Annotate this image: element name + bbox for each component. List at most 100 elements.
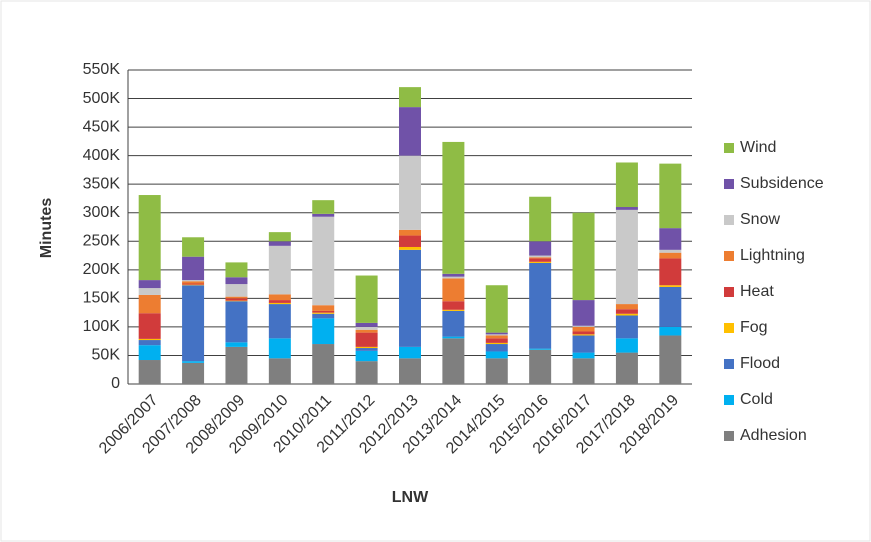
bar-segment	[615, 315, 638, 339]
bar-segment	[615, 162, 638, 208]
bar-segment	[355, 332, 378, 347]
bar-segment	[529, 196, 552, 242]
bar-segment	[659, 228, 682, 250]
bar-segment	[355, 346, 378, 349]
legend-label: Subsidence	[740, 175, 824, 192]
y-tick-label: 200K	[83, 261, 121, 278]
bar-segment	[355, 275, 378, 323]
legend-label: Snow	[740, 211, 780, 228]
legend-label: Adhesion	[740, 427, 807, 444]
bar-segment	[572, 326, 595, 332]
bar-segment	[615, 352, 638, 384]
bar-segment	[485, 342, 508, 345]
legend-swatch	[724, 395, 734, 405]
bar-segment	[312, 313, 335, 319]
bar-segment	[572, 352, 595, 359]
bar-segment	[659, 163, 682, 229]
bar-segment	[355, 329, 378, 333]
bar-segment	[312, 213, 335, 217]
bar-segment	[442, 301, 465, 310]
y-tick-label: 350K	[83, 175, 121, 192]
bar-segment	[442, 309, 465, 311]
y-tick-label: 150K	[83, 290, 121, 307]
bar-segment	[442, 273, 465, 277]
bar-segment	[572, 335, 595, 353]
bar-segment	[615, 338, 638, 353]
bar-segment	[182, 361, 205, 363]
legend-label: Cold	[740, 391, 773, 408]
y-axis-title: Minutes	[38, 198, 55, 259]
bar-segment	[442, 278, 465, 302]
bar-segment	[312, 312, 335, 314]
y-tick-label: 250K	[83, 232, 121, 249]
bar-segment	[615, 304, 638, 310]
bar-segment	[138, 338, 161, 341]
bar-segment	[182, 362, 205, 384]
bar-segment	[442, 276, 465, 279]
bar-segment	[572, 331, 595, 335]
bar-segment	[442, 310, 465, 337]
y-tick-label: 550K	[83, 61, 121, 78]
x-axis-title: LNW	[392, 489, 429, 506]
bar-segment	[182, 283, 205, 285]
bar-segment	[312, 318, 335, 345]
bar-segment	[659, 285, 682, 287]
bar-segment	[572, 325, 595, 327]
bar-segment	[268, 338, 291, 359]
legend-swatch	[724, 359, 734, 369]
bar-segment	[182, 256, 205, 281]
bar-segment	[399, 87, 421, 108]
bar-segment	[225, 284, 248, 297]
bar-segment	[399, 246, 421, 250]
bar-segment	[268, 358, 291, 384]
bar-segment	[138, 360, 161, 384]
bar-segment	[225, 298, 248, 301]
bar-segment	[399, 358, 421, 384]
bar-segment	[225, 300, 248, 302]
y-tick-label: 0	[111, 375, 120, 392]
bar-segment	[399, 346, 421, 359]
bar-segment	[529, 241, 552, 256]
bar-segment	[529, 349, 552, 384]
bar-segment	[225, 301, 248, 343]
bar-segment	[615, 313, 638, 316]
bar-segment	[225, 277, 248, 285]
bar-segment	[442, 336, 465, 339]
bar-segment	[312, 305, 335, 311]
bar-segment	[312, 200, 335, 214]
bar-segment	[138, 280, 161, 289]
y-tick-label: 500K	[83, 90, 121, 107]
legend-swatch	[724, 179, 734, 189]
bar-segment	[355, 348, 378, 351]
bar-segment	[225, 296, 248, 299]
bar-segment	[485, 351, 508, 359]
bar-segment	[355, 350, 378, 362]
bar-segment	[268, 302, 291, 305]
bar-segment	[485, 344, 508, 352]
bar-segment	[182, 285, 205, 362]
bar-segment	[225, 346, 248, 384]
bar-segment	[268, 241, 291, 246]
legend-label: Heat	[740, 283, 774, 300]
bar-segment	[485, 332, 508, 335]
legend-label: Lightning	[740, 247, 805, 264]
bar-segment	[659, 335, 682, 384]
bar-segment	[485, 285, 508, 333]
bar-segment	[399, 229, 421, 236]
bar-segment	[572, 212, 595, 301]
bar-segment	[529, 262, 552, 349]
bar-segment	[485, 358, 508, 384]
legend-swatch	[724, 323, 734, 333]
bar-segment	[615, 209, 638, 305]
bar-segment	[268, 232, 291, 242]
legend-swatch	[724, 287, 734, 297]
bar-segment	[529, 348, 552, 350]
bar-segment	[182, 280, 205, 282]
bar-segment	[659, 326, 682, 336]
legend-swatch	[724, 251, 734, 261]
bar-segment	[485, 338, 508, 343]
bar-segment	[225, 262, 248, 278]
bar-segment	[268, 304, 291, 339]
